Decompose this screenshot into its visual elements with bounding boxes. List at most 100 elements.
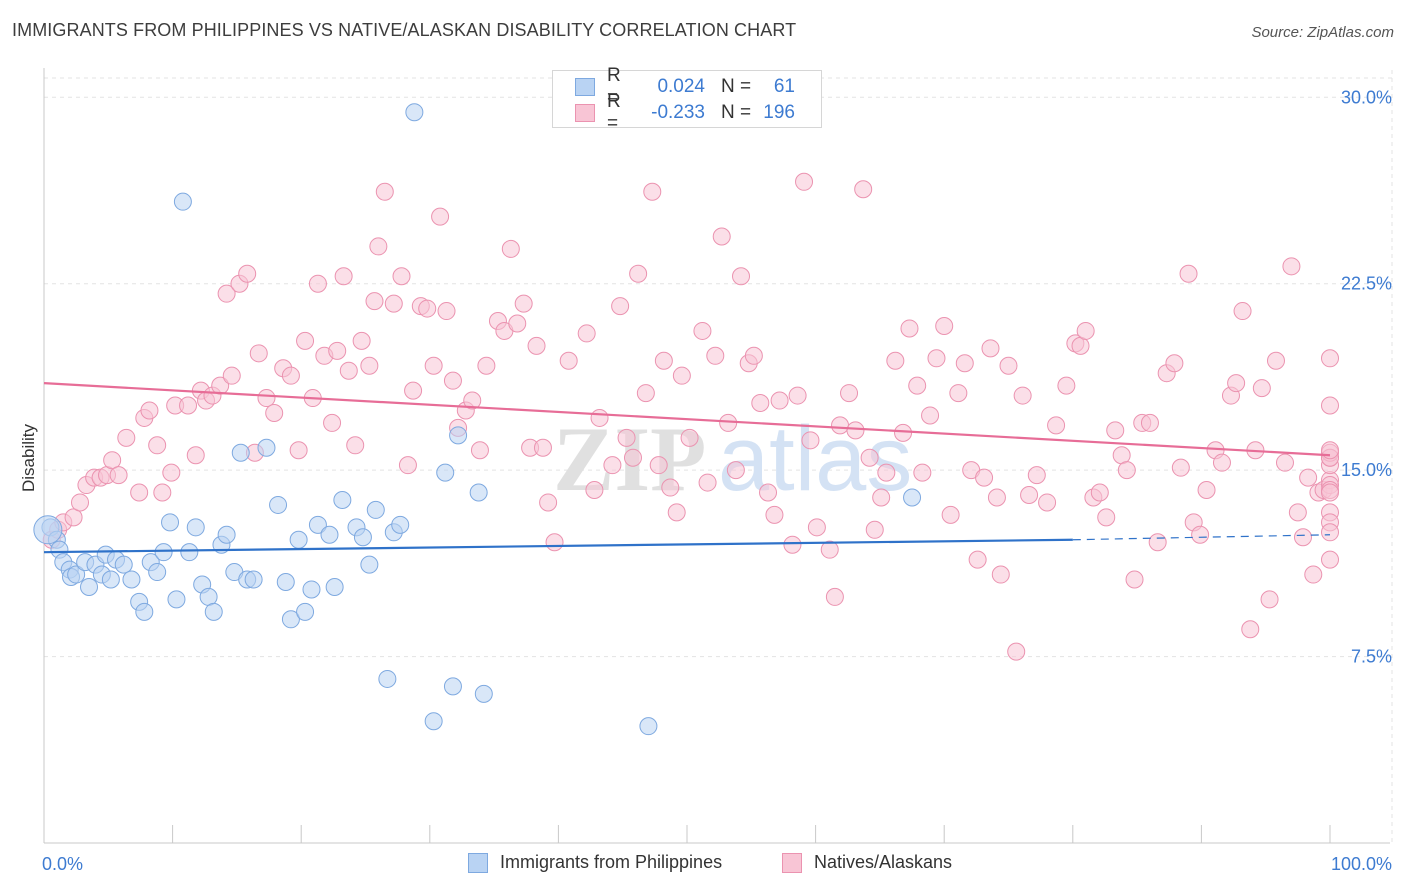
native-point [437,302,456,321]
native-point [1047,416,1066,435]
philippines-point [276,573,295,591]
native-point [1140,413,1159,432]
tick-labels: 7.5% 15.0% 22.5% 30.0% 0.0% 100.0% Disability [19,87,1392,874]
native-point [1321,349,1339,368]
natives-alaskans-points [42,172,1339,661]
native-point [463,391,482,410]
native-point [545,533,564,552]
native-point [629,264,648,283]
philippines-point [67,565,86,584]
native-point [865,520,884,539]
native-point [281,366,300,385]
native-point [617,428,636,447]
native-point [759,483,778,502]
philippines-point [366,500,385,519]
philippines-point [325,577,344,596]
philippines-point [269,495,288,514]
native-point [955,354,974,373]
natives-trend-line [43,382,1331,457]
native-point [751,394,770,413]
legend-swatch-philippines [575,78,595,96]
native-point [323,413,342,432]
philippines-trend-extension [1072,534,1331,541]
native-point [886,351,905,370]
philippines-point [469,483,488,502]
native-point [1321,523,1339,542]
legend-r-value: -0.233 [651,102,705,123]
native-point [987,488,1006,507]
philippines-point [333,490,352,509]
native-point [846,421,865,440]
native-point [1057,376,1076,395]
philippines-point [281,610,300,629]
philippines-point [378,669,397,688]
native-point [1117,461,1136,480]
native-point [975,468,994,487]
native-point [831,416,850,435]
native-point [222,366,241,385]
native-point [1112,446,1131,465]
native-point [431,207,450,226]
native-point [117,428,136,447]
native-point [981,339,1000,358]
native-point [217,284,236,303]
legend-n-value: 196 [763,102,795,123]
native-point [840,384,859,403]
philippines-point [320,525,339,544]
native-point [1266,351,1285,370]
legend-n-label: N = [721,76,752,97]
philippines-point [639,717,658,736]
philippines-point [308,515,327,534]
philippines-point [101,570,120,589]
native-point [508,314,527,333]
native-point [820,540,839,559]
native-point [783,535,802,554]
native-point [667,503,686,522]
native-point [1179,264,1198,283]
native-point [470,441,489,460]
philippines-point [244,570,263,589]
native-point [109,466,128,485]
native-point [130,483,149,502]
y-tick-label: 7.5% [1351,647,1392,667]
native-point [577,324,596,343]
native-point [672,366,691,385]
native-point [968,550,987,569]
native-point [1165,354,1184,373]
philippines-point [231,443,250,462]
native-point [935,316,954,335]
philippines-point [173,192,192,211]
legend-n-value: 61 [773,76,795,97]
bottom-legend-natives: Natives/Alaskans [782,852,952,873]
philippines-point [405,103,424,122]
native-point [795,172,814,191]
native-point [514,294,533,313]
native-point [894,423,913,442]
philippines-point [436,463,455,482]
native-point [698,473,717,492]
native-point [1106,421,1125,440]
native-point [949,384,968,403]
native-point [1007,642,1026,661]
native-point [654,351,673,370]
philippines-point [122,570,141,589]
native-point [71,493,90,512]
native-point [1233,302,1252,321]
native-point [1038,493,1057,512]
watermark: ZIPatlas [553,408,912,510]
legend-row-philippines: R = 0.024 N = 61 [575,65,795,108]
native-point [770,391,789,410]
native-point [1090,483,1109,502]
native-point [661,478,680,497]
legend-r-label: R = [607,91,621,134]
philippines-point [204,602,223,621]
native-point [418,299,437,318]
native-point [900,319,919,338]
axes [43,68,1390,844]
philippines-point [353,528,372,547]
correlation-legend: R = 0.024 N = 61 R = -0.233 N = 196 [552,65,822,134]
native-point [148,436,167,455]
native-point [1013,386,1032,405]
native-point [603,456,622,475]
